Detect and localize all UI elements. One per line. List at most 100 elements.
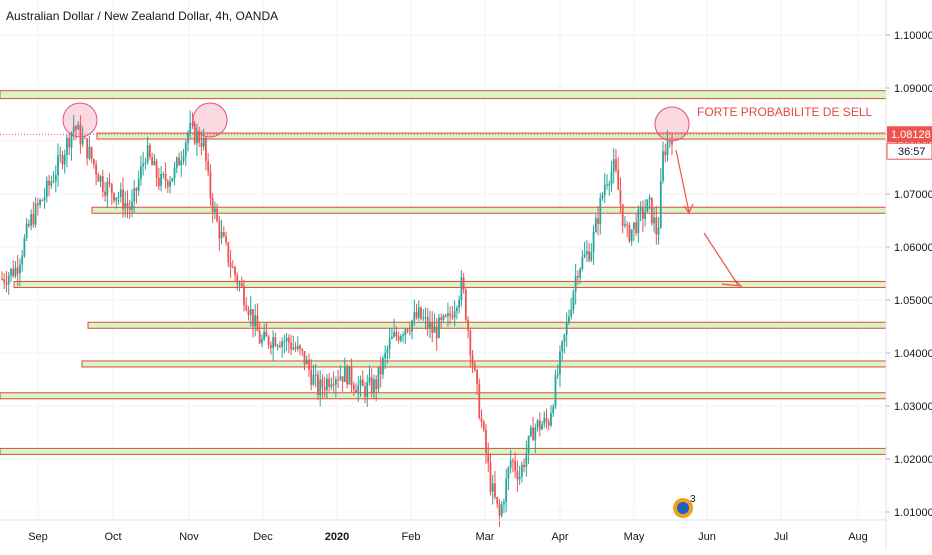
candle-body (135, 188, 138, 191)
candle-body (402, 335, 405, 337)
candle-body (326, 378, 328, 391)
candle-body (433, 326, 436, 333)
candle-body (411, 320, 413, 332)
candle-body (225, 236, 227, 243)
candle-body (639, 208, 642, 211)
candle-body (503, 502, 505, 505)
candle-body (359, 379, 362, 386)
candle-body (153, 160, 156, 166)
candle-body (16, 267, 19, 274)
candle-body (276, 345, 279, 347)
candle-body (545, 417, 548, 422)
candle-body (21, 255, 24, 265)
candle-body (657, 227, 660, 235)
candle-body (310, 369, 313, 385)
candle-body (166, 181, 169, 187)
candle-body (27, 223, 30, 226)
horizontal-zone (13, 280, 887, 288)
candle-body (384, 352, 387, 359)
candle-body (281, 341, 284, 348)
candle-body (128, 206, 131, 210)
x-tick-label: Oct (104, 531, 121, 543)
candle-body (50, 181, 53, 186)
candle-body (630, 229, 633, 242)
candle-body (408, 331, 411, 333)
candle-body (610, 171, 613, 185)
candle-body (377, 367, 380, 389)
candle-body (592, 231, 595, 253)
candle-body (393, 331, 396, 337)
candle-body (202, 138, 205, 147)
candle-body (559, 351, 561, 375)
candle-body (77, 124, 80, 130)
candle-body (444, 315, 447, 317)
arrow-line (703, 232, 739, 286)
candle-body (173, 167, 176, 179)
candle-body (32, 214, 35, 225)
candle-body (43, 196, 46, 201)
candle-body (608, 184, 611, 186)
candle-body (39, 200, 41, 206)
candle-body (373, 379, 375, 394)
x-tick-label: Sep (28, 531, 48, 543)
candle-body (14, 267, 17, 277)
candle-body (355, 389, 357, 393)
candle-body (312, 375, 315, 385)
candle-body (487, 453, 490, 463)
candle-body (95, 164, 98, 175)
badge-count: 3 (690, 494, 696, 505)
candle-body (296, 345, 299, 350)
candle-body (332, 384, 335, 386)
candle-body (272, 337, 275, 349)
horizontal-zone (81, 360, 887, 368)
candle-body (478, 383, 481, 419)
candle-body (547, 421, 550, 426)
horizontal-zone (0, 90, 887, 100)
candle-body (30, 214, 33, 226)
y-tick-label: 1.09000 (894, 83, 932, 95)
x-tick-label: Dec (253, 531, 273, 543)
candle-body (525, 453, 528, 467)
candle-body (668, 141, 671, 143)
candle-body (252, 309, 254, 327)
candle-body (532, 427, 534, 441)
candle-body (117, 196, 120, 198)
candle-body (601, 194, 604, 198)
candle-body (494, 483, 496, 497)
candle-body (234, 267, 236, 276)
candle-body (617, 169, 620, 190)
candle-body (236, 275, 239, 284)
candle-body (583, 254, 586, 258)
x-tick-label: Apr (551, 531, 568, 543)
candle-body (491, 483, 494, 492)
candle-body (637, 210, 640, 234)
candle-body (574, 275, 577, 292)
candle-body (323, 387, 326, 391)
candle-body (424, 317, 427, 319)
candle-body (193, 123, 196, 144)
candle-body (88, 147, 91, 159)
countdown-label: 36:57 (898, 146, 926, 158)
candle-body (615, 159, 617, 170)
candle-body (72, 126, 75, 133)
x-tick-label: Jul (774, 531, 788, 543)
candle-body (175, 157, 178, 168)
zone-layer (0, 90, 887, 455)
candle-body (563, 334, 566, 342)
candle-body (352, 384, 355, 390)
candle-body (435, 326, 438, 338)
candle-body (529, 427, 532, 436)
y-tick-label: 1.10000 (894, 30, 932, 42)
candle-body (646, 199, 649, 212)
candle-body (68, 137, 71, 148)
candle-body (292, 347, 295, 350)
candle-body (471, 355, 474, 365)
candle-body (368, 377, 371, 383)
candle-body (404, 329, 407, 336)
event-badge-inner (677, 502, 689, 514)
candle-body (48, 180, 50, 186)
x-tick-label: Mar (476, 531, 495, 543)
candle-body (106, 181, 109, 196)
horizontal-zone (0, 392, 887, 400)
candle-body (619, 189, 622, 205)
